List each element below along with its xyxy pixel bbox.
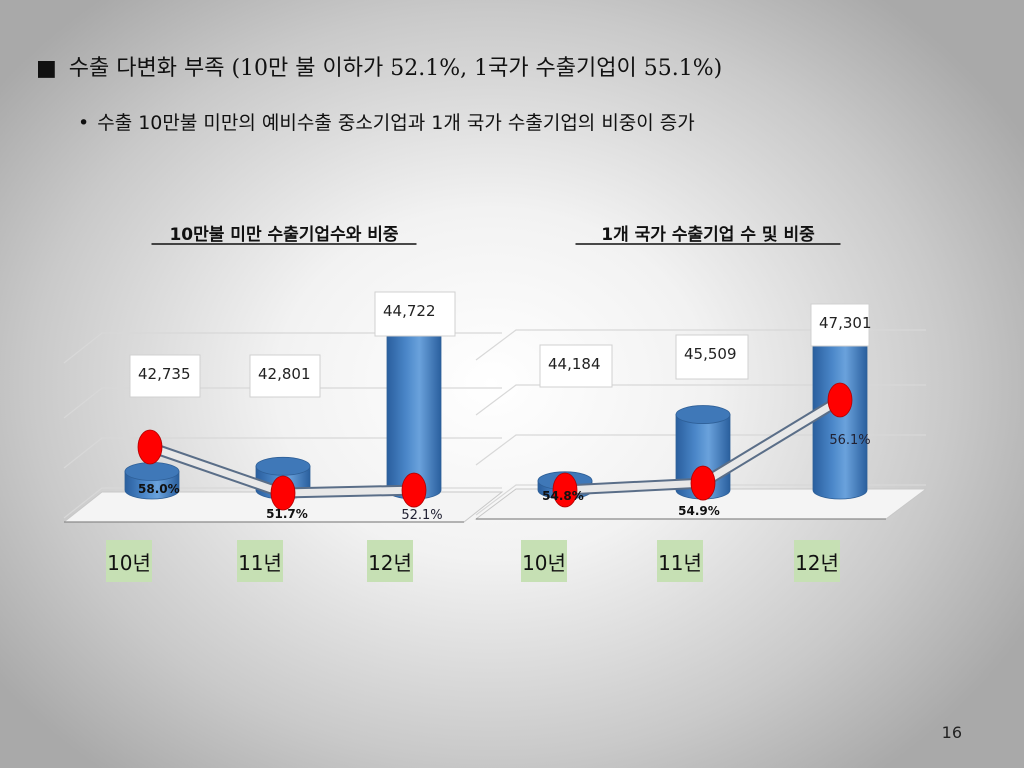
- value-label-text: 47,301: [819, 314, 872, 332]
- category-label-text: 11년: [238, 551, 282, 575]
- bullet-text: 수출 10만불 미만의 예비수출 중소기업과 1개 국가 수출기업의 비중이 증…: [97, 112, 695, 134]
- value-label-text: 44,722: [383, 302, 436, 320]
- share-line: [282, 486, 415, 497]
- value-label-text: 42,801: [258, 365, 311, 383]
- category-label: 10년: [521, 540, 567, 582]
- value-label-text: 42,735: [138, 365, 191, 383]
- category-label-text: 12년: [368, 551, 412, 575]
- chart-title: 10만불 미만 수출기업수와 비중: [169, 225, 398, 245]
- share-marker: [827, 382, 853, 418]
- value-label: 44,722: [374, 291, 456, 337]
- share-line: [701, 397, 842, 487]
- value-label: 42,735: [129, 354, 201, 398]
- value-label: 45,509: [675, 334, 749, 380]
- category-label-box: [794, 540, 840, 582]
- share-marker: [137, 429, 163, 465]
- bar: [124, 462, 180, 500]
- gridline: [63, 387, 502, 419]
- value-label: 47,301: [810, 303, 872, 347]
- gridline: [63, 437, 502, 469]
- category-label: 12년: [794, 540, 840, 582]
- share-label: 58.0%: [138, 482, 180, 496]
- value-label-box: [374, 291, 456, 337]
- value-label-text: 44,184: [548, 355, 601, 373]
- chart-title: 1개 국가 수출기업 수 및 비중: [601, 225, 815, 245]
- value-label: 42,801: [249, 354, 321, 398]
- category-label-box: [367, 540, 413, 582]
- share-marker: [552, 472, 578, 508]
- share-label: 54.8%: [542, 489, 584, 503]
- category-label: 12년: [367, 540, 413, 582]
- gridline: [475, 484, 926, 516]
- category-label-text: 11년: [658, 551, 702, 575]
- slide-title: ■ 수출 다변화 부족 (10만 불 이하가 52.1%, 1국가 수출기업이 5…: [36, 50, 722, 82]
- share-label: 51.7%: [266, 507, 308, 521]
- category-label-text: 10년: [107, 551, 151, 575]
- bar-top: [675, 405, 731, 424]
- category-label-box: [521, 540, 567, 582]
- value-label-box: [129, 354, 201, 398]
- bar-top: [255, 456, 311, 476]
- share-label: 56.1%: [829, 433, 870, 448]
- value-label-text: 45,509: [684, 345, 737, 363]
- title-square-icon: ■: [36, 56, 57, 81]
- page-number: 16: [941, 723, 962, 742]
- share-label: 52.1%: [401, 508, 442, 523]
- value-label-box: [675, 334, 749, 380]
- value-label-box: [249, 354, 321, 398]
- category-label-text: 12년: [795, 551, 839, 575]
- share-marker: [401, 472, 427, 508]
- category-label-box: [106, 540, 152, 582]
- chart-2: 1개 국가 수출기업 수 및 비중 54.8% 54.9% 56.1% 44,184 45…: [474, 225, 928, 582]
- slide-title-text: 수출 다변화 부족 (10만 불 이하가 52.1%, 1국가 수출기업이 55…: [68, 56, 723, 81]
- share-marker: [690, 465, 716, 501]
- bar-top: [124, 462, 180, 481]
- bar-body: [386, 314, 442, 500]
- share-label: 54.9%: [678, 504, 720, 518]
- category-label: 11년: [237, 540, 283, 582]
- value-label: 44,184: [539, 344, 613, 388]
- bullet-point: • 수출 10만불 미만의 예비수출 중소기업과 1개 국가 수출기업의 비중이 …: [78, 108, 695, 135]
- category-label-box: [237, 540, 283, 582]
- share-line: [148, 443, 285, 497]
- gridline: [475, 384, 926, 416]
- value-label-box: [810, 303, 870, 347]
- category-label: 10년: [106, 540, 152, 582]
- category-label: 11년: [657, 540, 703, 582]
- share-marker: [270, 475, 296, 511]
- gridline: [63, 332, 502, 364]
- gridline: [475, 329, 926, 361]
- category-label-text: 10년: [522, 551, 566, 575]
- category-label-box: [657, 540, 703, 582]
- value-label-box: [539, 344, 613, 388]
- bullet-dot-icon: •: [78, 112, 90, 134]
- share-line: [564, 479, 704, 494]
- chart-1: 10만불 미만 수출기업수와 비중 58.0% 51.7% 52.1% 42,735 42…: [62, 225, 504, 582]
